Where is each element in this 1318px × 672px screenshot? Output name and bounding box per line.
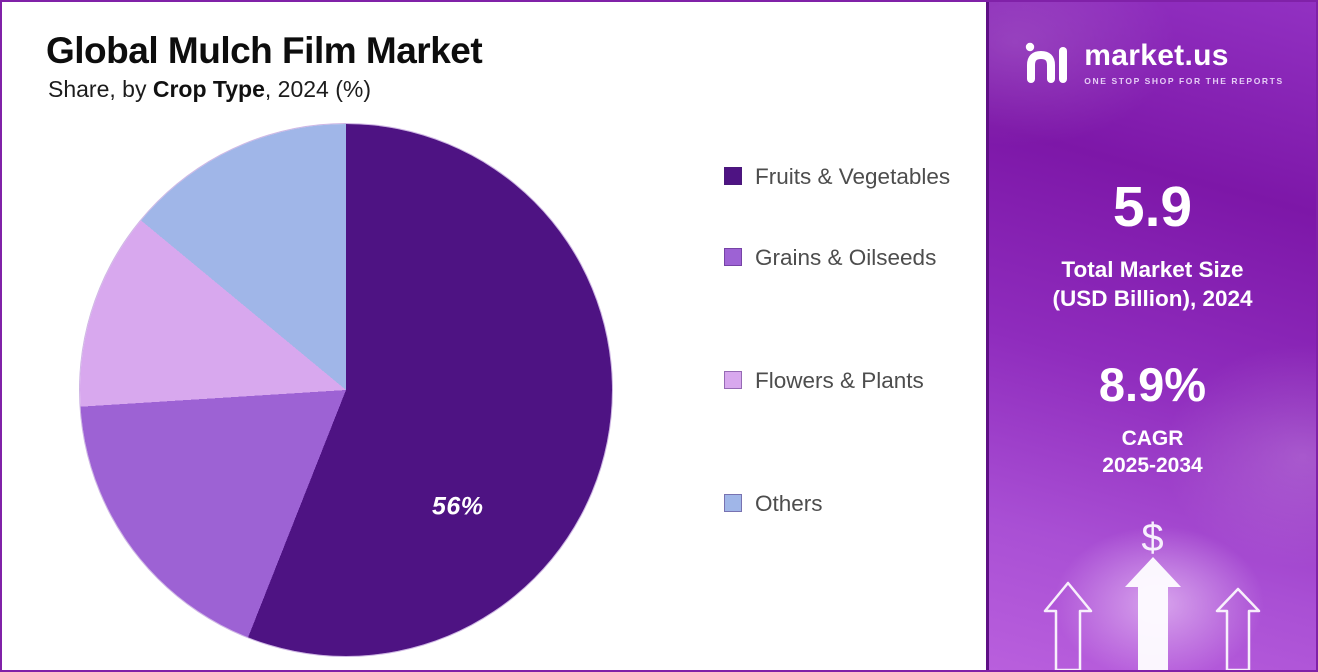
subtitle-prefix: Share, by [48,76,153,102]
logo-tagline: ONE STOP SHOP FOR THE REPORTS [1084,75,1284,86]
logo-text-block: market.us ONE STOP SHOP FOR THE REPORTS [1084,39,1283,86]
dollar-icon: $ [1141,516,1164,560]
market-size-value: 5.9 [1112,175,1193,239]
legend-item-fruits-vegetables: Fruits & Vegetables [724,158,980,195]
legend-label: Fruits & Vegetables [755,164,951,189]
cagr-label: CAGR 2025-2034 [989,425,1316,479]
chart-subtitle: Share, by Crop Type, 2024 (%) [48,76,371,103]
page-title: Global Mulch Film Market [46,30,483,71]
side-panel: market.us ONE STOP SHOP FOR THE REPORTS … [986,2,1316,670]
legend-item-grains-oilseeds: Grains & Oilseeds [724,239,980,276]
cagr-label-line2: 2025-2034 [1102,454,1203,477]
legend: Fruits & Vegetables Grains & Oilseeds Fl… [724,158,980,523]
legend-item-others: Others [724,485,980,522]
legend-swatch-flowers-plants [724,371,742,390]
legend-label: Flowers & Plants [755,368,924,394]
legend-item-flowers-plants: Flowers & Plants [724,362,980,399]
cagr-value: 8.9% [1098,358,1207,411]
subtitle-suffix: , 2024 (%) [264,76,371,102]
logo: market.us ONE STOP SHOP FOR THE REPORTS [989,38,1316,86]
legend-label: Others [755,491,823,517]
pie-segment-label: 56% [431,492,484,521]
cagr-label-line1: CAGR [1121,427,1184,450]
subtitle-emphasis: Crop Type [152,76,265,102]
chart-area: Global Mulch Film Market Share, by Crop … [2,2,986,670]
logo-name: market.us [1084,38,1229,72]
marketus-logo-icon [1021,38,1073,86]
legend-label: Grains & Oilseeds [755,245,937,271]
legend-swatch-others [724,494,742,513]
market-size-label: Total Market Size (USD Billion), 2024 [989,255,1316,313]
growth-arrows-icon [1043,557,1260,670]
legend-swatch-fruits-vegetables [724,167,742,185]
market-size-label-line2: (USD Billion), 2024 [1052,286,1253,311]
legend-swatch-grains-oilseeds [724,248,742,267]
market-size-label-line1: Total Market Size [1061,257,1244,282]
pie-chart: 56% [80,124,612,656]
